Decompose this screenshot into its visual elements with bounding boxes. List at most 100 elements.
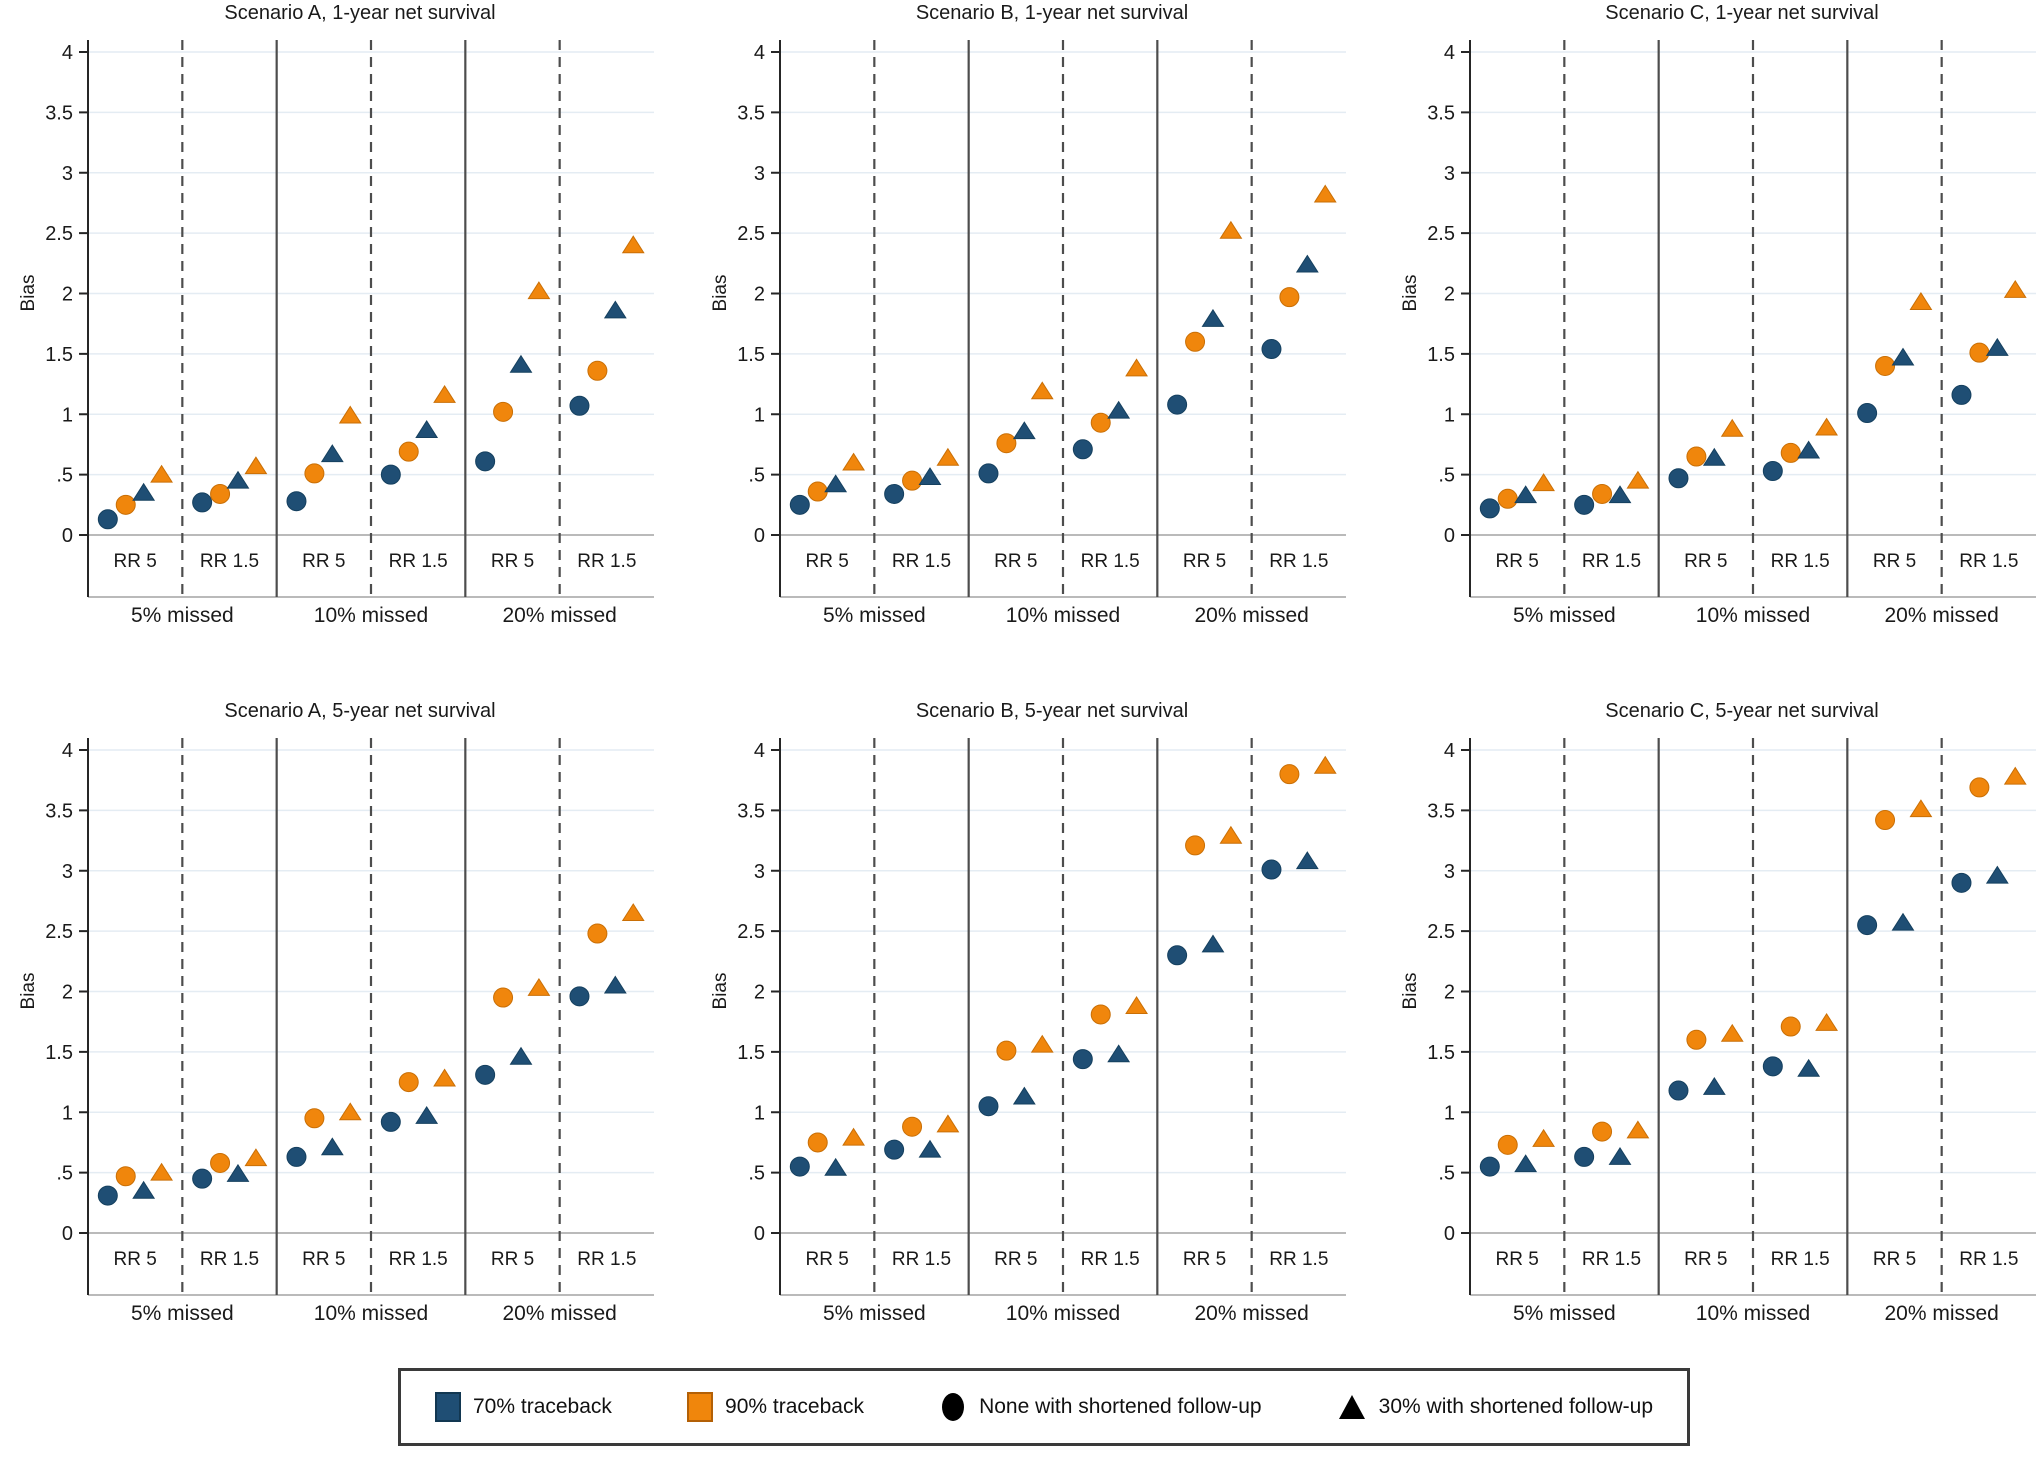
marker-c70 xyxy=(1574,494,1595,515)
panel-title: Scenario B, 1-year net survival xyxy=(915,2,1189,24)
marker-c90 xyxy=(1592,1121,1613,1142)
marker-c90 xyxy=(996,433,1017,454)
y-tick-label: 2.5 xyxy=(737,223,765,245)
missed-group-label: 20% missed xyxy=(1194,1302,1308,1325)
marker-c70 xyxy=(1857,915,1878,936)
plot-area: 0 .5 1 1.5 2 2.5 3 3.5 4 RR 5 RR 1.5 5% missed RR 5 R… xyxy=(737,40,1346,627)
marker-c70 xyxy=(884,1139,905,1160)
y-tick-label: 3 xyxy=(62,163,73,185)
missed-group-label: 5% missed xyxy=(1513,1302,1616,1325)
missed-group-label: 10% missed xyxy=(314,604,428,627)
missed-group-label: 5% missed xyxy=(131,604,234,627)
legend-square-blue xyxy=(435,1392,461,1422)
rr-label: RR 1.5 xyxy=(1959,551,2018,572)
marker-t90 xyxy=(1626,1120,1650,1139)
marker-t90 xyxy=(1815,417,1838,436)
y-tick-label: 1 xyxy=(1444,404,1455,426)
marker-c70 xyxy=(286,1146,307,1167)
marker-t90 xyxy=(1720,418,1744,437)
marker-t90 xyxy=(1313,184,1337,203)
y-tick-label: 1 xyxy=(754,404,765,426)
marker-c90 xyxy=(1185,835,1206,856)
y-tick-label: 2.5 xyxy=(1427,921,1455,943)
rr-label: RR 5 xyxy=(114,551,157,572)
rr-label: RR 1.5 xyxy=(200,551,259,572)
missed-group-label: 5% missed xyxy=(823,604,926,627)
y-tick-label: 0 xyxy=(1444,1223,1455,1245)
marker-t90 xyxy=(1313,755,1337,774)
missed-group-label: 10% missed xyxy=(1006,1302,1120,1325)
legend-label-90-traceback: 90% traceback xyxy=(725,1395,864,1418)
legend-triangle-black xyxy=(1338,1395,1365,1419)
panel-scenario-b-5-year-net-survival: Scenario B, 5-year net survival Bias 0.5 1 1… xyxy=(692,698,1352,1348)
marker-c90 xyxy=(1780,442,1801,463)
marker-c90 xyxy=(398,441,419,462)
rr-label: RR 1.5 xyxy=(1582,1249,1641,1270)
marker-c90 xyxy=(1686,1029,1707,1050)
missed-group-label: 20% missed xyxy=(1884,1302,1998,1325)
marker-c70 xyxy=(789,494,810,515)
missed-group-label: 5% missed xyxy=(823,1302,926,1325)
marker-t90 xyxy=(1125,358,1148,377)
marker-c90 xyxy=(1969,342,1990,363)
marker-t90 xyxy=(1909,799,1933,818)
marker-t70 xyxy=(1891,347,1915,366)
rr-label: RR 1.5 xyxy=(1959,1249,2018,1270)
marker-t70 xyxy=(1107,1044,1131,1063)
marker-t70 xyxy=(918,1139,942,1158)
marker-t70 xyxy=(132,482,156,501)
missed-group-label: 5% missed xyxy=(131,1302,234,1325)
marker-c70 xyxy=(1167,945,1188,966)
plot-area: 0 .5 1 1.5 2 2.5 3 3.5 4 RR 5 RR 1.5 5% missed RR 5 R… xyxy=(737,738,1346,1325)
marker-t90 xyxy=(1219,220,1243,239)
rr-label: RR 1.5 xyxy=(200,1249,259,1270)
rr-label: RR 1.5 xyxy=(892,1249,951,1270)
marker-c70 xyxy=(1574,1146,1595,1167)
legend-item-90-traceback: 90% traceback xyxy=(687,1392,864,1422)
panel-title: Scenario B, 5-year net survival xyxy=(915,700,1189,722)
triangle-marker-icon xyxy=(1338,1395,1365,1419)
y-tick-label: 3 xyxy=(1444,163,1455,185)
y-tick-label: 2 xyxy=(1444,982,1455,1004)
missed-group-label: 5% missed xyxy=(1513,604,1616,627)
missed-group-label: 10% missed xyxy=(314,1302,428,1325)
legend-square-orange xyxy=(687,1392,714,1422)
marker-t90 xyxy=(1219,825,1243,844)
y-tick-label: 3 xyxy=(62,861,73,883)
marker-t70 xyxy=(415,1105,439,1124)
rr-label: RR 5 xyxy=(302,551,345,572)
marker-t90 xyxy=(433,1068,456,1087)
rr-label: RR 5 xyxy=(302,1249,345,1270)
y-tick-label: 1.5 xyxy=(45,344,73,366)
missed-group-label: 10% missed xyxy=(1696,604,1810,627)
marker-t90 xyxy=(1909,292,1933,310)
y-tick-label: 1 xyxy=(62,404,73,426)
y-tick-label: 3.5 xyxy=(45,102,73,124)
marker-t90 xyxy=(1815,1012,1838,1031)
marker-t90 xyxy=(338,1102,362,1121)
marker-c70 xyxy=(1762,1056,1783,1077)
marker-c70 xyxy=(1479,498,1500,519)
legend-label-none-shortened: None with shortened follow-up xyxy=(979,1395,1262,1418)
missed-group-label: 20% missed xyxy=(502,1302,616,1325)
legend-circle-black xyxy=(942,1393,965,1421)
marker-c90 xyxy=(902,470,923,491)
rr-label: RR 5 xyxy=(1183,551,1226,572)
marker-t70 xyxy=(824,474,848,493)
marker-t70 xyxy=(1891,912,1915,931)
plot-area: 0 .5 1 1.5 2 2.5 3 3.5 4 RR 5 RR 1.5 5% missed RR 5 R… xyxy=(45,40,654,627)
legend-label-70-traceback: 70% traceback xyxy=(473,1395,612,1418)
marker-c70 xyxy=(1261,859,1282,880)
marker-c70 xyxy=(380,464,401,485)
rr-label: RR 5 xyxy=(806,551,849,572)
missed-group-label: 10% missed xyxy=(1006,604,1120,627)
marker-c90 xyxy=(1592,483,1613,504)
y-tick-label: 2 xyxy=(754,284,765,306)
marker-t70 xyxy=(1797,440,1821,459)
panel-scenario-a-5-year-net-survival: Scenario A, 5-year net survival Bias 0.5 1 1… xyxy=(0,698,660,1348)
marker-c70 xyxy=(286,491,307,512)
rr-label: RR 5 xyxy=(1183,1249,1226,1270)
marker-c70 xyxy=(884,483,905,504)
marker-c90 xyxy=(398,1072,419,1093)
y-tick-label: 3.5 xyxy=(1427,800,1455,822)
